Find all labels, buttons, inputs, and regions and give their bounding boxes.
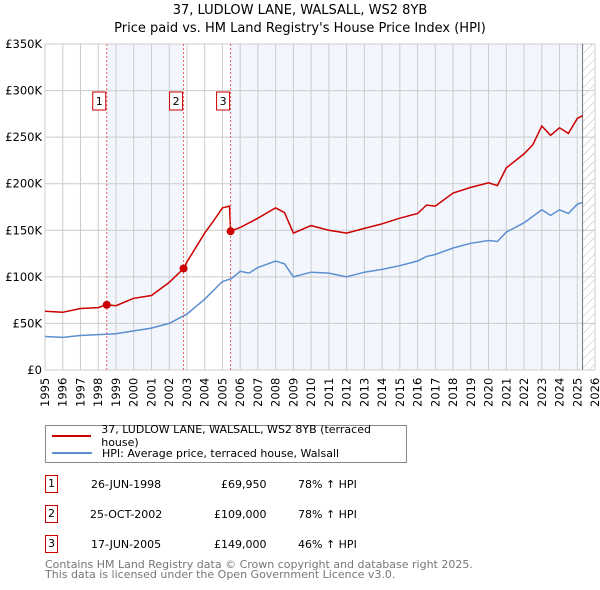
- x-tick-label: 2022: [517, 378, 531, 407]
- transaction-hpi: 78% ↑ HPI: [298, 508, 357, 521]
- sale-label: 3: [220, 95, 227, 108]
- y-tick-label: £50K: [13, 316, 43, 330]
- legend-item-hpi: HPI: Average price, terraced house, Wals…: [46, 445, 339, 461]
- x-tick-label: 2004: [198, 378, 212, 407]
- legend: 37, LUDLOW LANE, WALSALL, WS2 8YB (terra…: [45, 423, 407, 463]
- footer: Contains HM Land Registry data © Crown c…: [45, 558, 473, 581]
- transaction-row: 3 17-JUN-2005 £149,000 46% ↑ HPI: [45, 535, 445, 555]
- transaction-price: £109,000: [214, 508, 267, 521]
- x-tick-label: 2002: [162, 378, 176, 407]
- x-tick-label: 2008: [269, 378, 283, 407]
- shaded-period: [230, 44, 583, 370]
- title: 37, LUDLOW LANE, WALSALL, WS2 8YB: [172, 3, 428, 18]
- transaction-date: 17-JUN-2005: [91, 538, 162, 551]
- x-tick-label: 2017: [428, 378, 442, 407]
- transaction-hpi: 78% ↑ HPI: [298, 478, 357, 491]
- x-tick-label: 2007: [251, 378, 265, 407]
- y-tick-label: £200K: [5, 177, 42, 191]
- footer-licence: This data is licensed under the Open Gov…: [45, 568, 396, 581]
- legend-label: HPI: Average price, terraced house, Wals…: [102, 446, 340, 460]
- x-tick-label: 1998: [91, 378, 105, 407]
- sale-label-box: [216, 91, 231, 111]
- x-tick-label: 2011: [322, 378, 336, 407]
- x-tick-label: 2024: [553, 378, 567, 407]
- x-tick-label: 2016: [411, 378, 425, 407]
- transaction-price: £69,950: [221, 478, 267, 491]
- series-line: [44, 201, 583, 339]
- sale-label-box: [169, 91, 184, 111]
- x-tick-label: 1996: [56, 378, 70, 407]
- chart-title: 37, LUDLOW LANE, WALSALL, WS2 8YB Price …: [0, 2, 600, 38]
- x-tick-label: 2021: [499, 378, 513, 407]
- x-tick-label: 2010: [304, 378, 318, 407]
- x-tick-label: 2018: [446, 378, 460, 407]
- y-tick-label: £350K: [5, 37, 42, 51]
- x-tick-label: 2020: [482, 378, 496, 407]
- x-tick-label: 2003: [180, 378, 194, 407]
- y-tick-label: £250K: [5, 130, 42, 144]
- legend-label: 37, LUDLOW LANE, WALSALL, WS2 8YB (terra…: [101, 423, 371, 449]
- x-tick-label: 2012: [340, 378, 354, 407]
- transaction-date: 25-OCT-2002: [90, 508, 163, 521]
- y-tick-label: £150K: [5, 223, 42, 237]
- x-tick-label: 2006: [233, 378, 247, 407]
- sale-label: 2: [173, 95, 180, 108]
- x-tick-label: 2009: [286, 378, 300, 407]
- x-tick-label: 2005: [215, 378, 229, 407]
- legend-swatch-blue: [52, 452, 92, 454]
- sale-label: 1: [96, 95, 103, 108]
- transaction-number: 3: [45, 535, 58, 553]
- transaction-row: 1 26-JUN-1998 £69,950 78% ↑ HPI: [45, 475, 445, 495]
- sale-point: [102, 300, 111, 309]
- sale-point: [226, 227, 235, 236]
- transaction-number: 2: [45, 505, 58, 523]
- x-tick-label: 2014: [375, 378, 389, 407]
- x-tick-label: 1995: [38, 378, 52, 407]
- x-tick-label: 2025: [570, 378, 584, 407]
- subtitle: Price paid vs. HM Land Registry's House …: [114, 21, 486, 36]
- transaction-number: 1: [45, 475, 58, 493]
- footer-copyright: Contains HM Land Registry data © Crown c…: [45, 558, 473, 571]
- x-tick-label: 2019: [464, 378, 478, 407]
- x-tick-label: 2015: [393, 378, 407, 407]
- x-tick-label: 2000: [127, 378, 141, 407]
- transaction-row: 2 25-OCT-2002 £109,000 78% ↑ HPI: [45, 505, 445, 525]
- transaction-date: 26-JUN-1998: [91, 478, 162, 491]
- sale-point: [179, 264, 188, 273]
- x-tick-label: 2023: [535, 378, 549, 407]
- y-tick-label: £0: [27, 363, 42, 377]
- y-tick-label: £100K: [5, 270, 42, 284]
- x-tick-label: 1999: [109, 378, 123, 407]
- legend-swatch-red: [52, 435, 92, 437]
- x-tick-label: 2013: [357, 378, 371, 407]
- forecast-hatch: [582, 44, 595, 370]
- x-tick-label: 2001: [144, 378, 158, 407]
- x-tick-label: 1997: [73, 378, 87, 407]
- transaction-hpi: 46% ↑ HPI: [298, 538, 357, 551]
- sale-label-box: [92, 91, 107, 111]
- x-tick-label: 2026: [588, 378, 600, 407]
- y-tick-label: £300K: [5, 84, 42, 98]
- legend-item-property: 37, LUDLOW LANE, WALSALL, WS2 8YB (terra…: [46, 423, 406, 449]
- series-line: [44, 115, 583, 314]
- transaction-price: £149,000: [214, 538, 267, 551]
